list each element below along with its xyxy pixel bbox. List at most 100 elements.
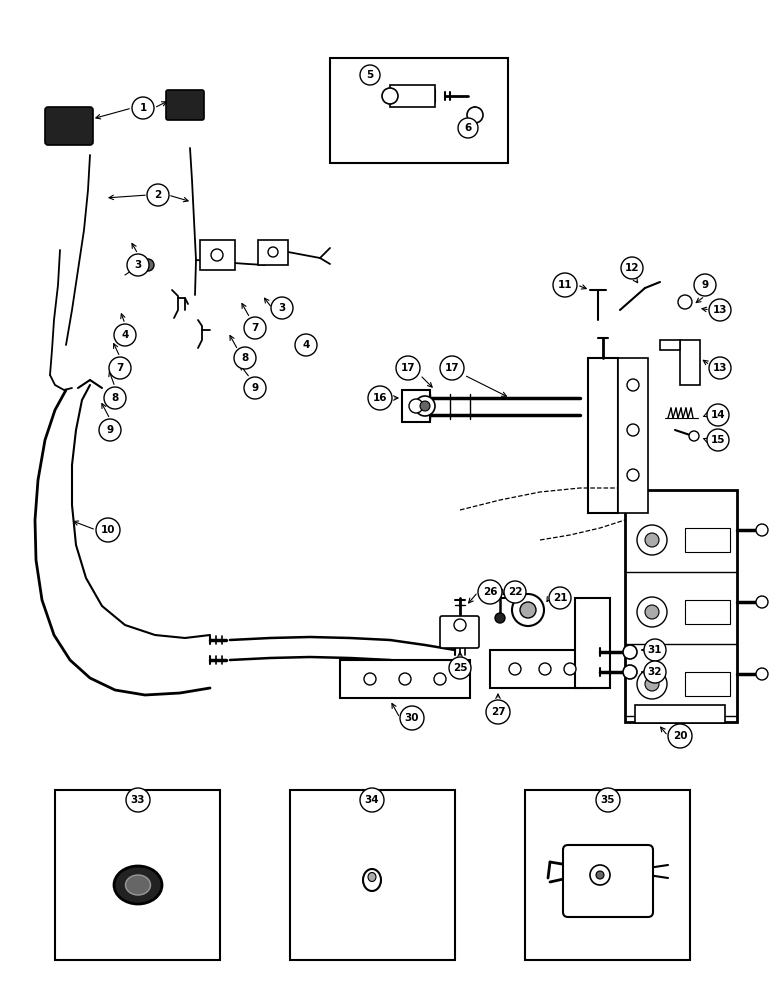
Circle shape bbox=[590, 865, 610, 885]
Circle shape bbox=[132, 97, 154, 119]
Circle shape bbox=[627, 424, 639, 436]
Bar bbox=[660, 340, 680, 350]
Circle shape bbox=[415, 396, 435, 416]
Circle shape bbox=[623, 645, 637, 659]
Circle shape bbox=[467, 107, 483, 123]
Circle shape bbox=[364, 673, 376, 685]
Bar bbox=[402, 390, 430, 422]
Bar bbox=[525, 790, 690, 960]
Text: 31: 31 bbox=[648, 645, 662, 655]
Circle shape bbox=[486, 700, 510, 724]
Bar bbox=[390, 85, 435, 107]
Circle shape bbox=[645, 605, 659, 619]
Circle shape bbox=[478, 580, 502, 604]
Bar bbox=[200, 240, 235, 270]
Bar bbox=[685, 672, 730, 696]
Circle shape bbox=[644, 661, 666, 683]
Text: 3: 3 bbox=[279, 303, 286, 313]
Circle shape bbox=[596, 788, 620, 812]
Circle shape bbox=[211, 249, 223, 261]
Circle shape bbox=[564, 663, 576, 675]
Text: 9: 9 bbox=[107, 425, 113, 435]
Circle shape bbox=[495, 613, 505, 623]
Circle shape bbox=[400, 706, 424, 730]
Circle shape bbox=[520, 602, 536, 618]
Circle shape bbox=[109, 357, 131, 379]
Circle shape bbox=[420, 401, 430, 411]
Text: 13: 13 bbox=[713, 363, 727, 373]
Ellipse shape bbox=[363, 869, 381, 891]
Text: 14: 14 bbox=[711, 410, 726, 420]
Circle shape bbox=[271, 297, 293, 319]
Circle shape bbox=[268, 247, 278, 257]
Bar bbox=[575, 598, 610, 688]
Circle shape bbox=[360, 65, 380, 85]
Circle shape bbox=[360, 788, 384, 812]
Circle shape bbox=[368, 386, 392, 410]
Text: 1: 1 bbox=[140, 103, 147, 113]
Text: 27: 27 bbox=[491, 707, 506, 717]
Circle shape bbox=[104, 387, 126, 409]
Circle shape bbox=[114, 324, 136, 346]
Circle shape bbox=[644, 639, 666, 661]
Circle shape bbox=[440, 356, 464, 380]
Bar bbox=[55, 790, 220, 960]
Circle shape bbox=[549, 587, 571, 609]
Text: 9: 9 bbox=[702, 280, 709, 290]
Circle shape bbox=[756, 596, 768, 608]
Bar bbox=[340, 660, 470, 698]
FancyBboxPatch shape bbox=[166, 90, 204, 120]
Text: 9: 9 bbox=[252, 383, 259, 393]
Circle shape bbox=[707, 404, 729, 426]
Circle shape bbox=[295, 334, 317, 356]
Circle shape bbox=[539, 663, 551, 675]
Text: 25: 25 bbox=[452, 663, 467, 673]
Text: 13: 13 bbox=[713, 305, 727, 315]
Circle shape bbox=[637, 597, 667, 627]
Text: 35: 35 bbox=[601, 795, 615, 805]
Circle shape bbox=[234, 347, 256, 369]
Text: 4: 4 bbox=[303, 340, 310, 350]
Circle shape bbox=[707, 429, 729, 451]
Text: 2: 2 bbox=[154, 190, 161, 200]
Circle shape bbox=[553, 273, 577, 297]
Circle shape bbox=[244, 317, 266, 339]
Circle shape bbox=[399, 673, 411, 685]
Text: 26: 26 bbox=[482, 587, 497, 597]
Text: 16: 16 bbox=[373, 393, 388, 403]
Circle shape bbox=[127, 254, 149, 276]
Circle shape bbox=[142, 259, 154, 271]
Text: 34: 34 bbox=[364, 795, 379, 805]
Ellipse shape bbox=[114, 866, 162, 904]
Bar bbox=[588, 358, 618, 513]
Circle shape bbox=[454, 619, 466, 631]
Circle shape bbox=[244, 377, 266, 399]
Ellipse shape bbox=[126, 875, 151, 895]
Text: 8: 8 bbox=[242, 353, 249, 363]
Circle shape bbox=[512, 594, 544, 626]
Circle shape bbox=[637, 525, 667, 555]
Text: 21: 21 bbox=[553, 593, 567, 603]
Circle shape bbox=[409, 399, 423, 413]
Circle shape bbox=[709, 299, 731, 321]
Circle shape bbox=[645, 533, 659, 547]
FancyBboxPatch shape bbox=[45, 107, 93, 145]
Circle shape bbox=[126, 788, 150, 812]
Circle shape bbox=[434, 673, 446, 685]
Circle shape bbox=[637, 669, 667, 699]
Circle shape bbox=[458, 118, 478, 138]
Circle shape bbox=[627, 379, 639, 391]
Bar bbox=[685, 600, 730, 624]
FancyBboxPatch shape bbox=[440, 616, 479, 648]
Bar bbox=[330, 58, 508, 163]
Text: 17: 17 bbox=[445, 363, 459, 373]
Bar bbox=[258, 240, 288, 265]
Circle shape bbox=[756, 668, 768, 680]
Text: 22: 22 bbox=[508, 587, 522, 597]
Bar bbox=[490, 650, 590, 688]
Text: 4: 4 bbox=[121, 330, 129, 340]
Circle shape bbox=[689, 431, 699, 441]
Circle shape bbox=[645, 677, 659, 691]
Circle shape bbox=[96, 518, 120, 542]
Bar bbox=[625, 490, 737, 722]
